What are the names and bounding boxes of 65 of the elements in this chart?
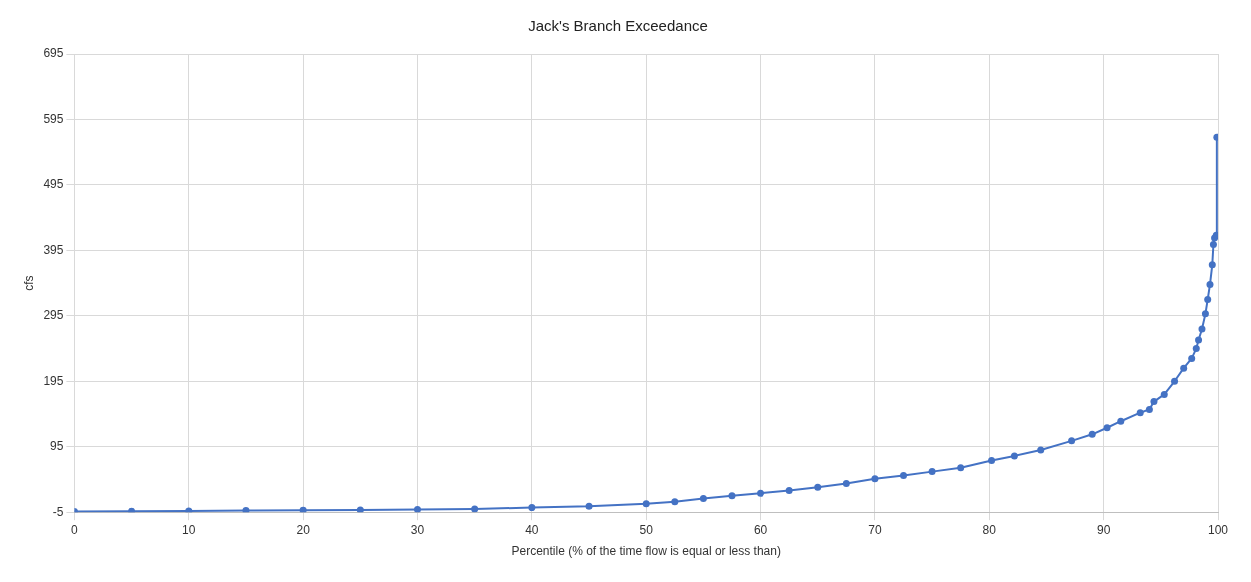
point (1209, 240, 1217, 248)
point (471, 505, 479, 513)
point (528, 504, 536, 512)
point (1208, 261, 1216, 269)
point (785, 487, 793, 495)
point (585, 502, 593, 510)
y-axis-title: cfs (21, 275, 36, 291)
x-tick-label: 70 (868, 522, 882, 537)
chart-title: Jack's Branch Exceedance (528, 17, 708, 35)
point (128, 507, 136, 513)
point (1171, 377, 1179, 385)
point (671, 498, 679, 506)
y-tick-label: -5 (52, 504, 64, 519)
y-tick-label: 195 (43, 373, 64, 388)
point (988, 456, 996, 464)
point (1068, 437, 1076, 445)
point (414, 506, 421, 513)
point (1180, 364, 1188, 372)
y-tick-label: 295 (43, 308, 64, 323)
point (1201, 310, 1209, 318)
point (757, 489, 765, 497)
point (242, 507, 250, 513)
point (299, 506, 307, 513)
point (871, 475, 879, 483)
y-tick-label: 595 (43, 111, 64, 126)
x-tick-label: 60 (753, 522, 768, 537)
x-tick-label: 40 (525, 522, 539, 537)
point (900, 472, 908, 480)
point (1198, 325, 1206, 333)
point (1192, 345, 1200, 353)
point (185, 507, 193, 513)
y-tick-label: 95 (50, 439, 64, 454)
x-tick-label: 0 (71, 522, 79, 537)
point (1150, 398, 1158, 406)
x-tick-label: 10 (182, 522, 196, 537)
x-tick-label: 100 (1207, 522, 1229, 537)
point (928, 468, 936, 476)
point (842, 479, 850, 487)
x-tick-label: 90 (1096, 522, 1111, 537)
y-tick-label: 695 (43, 46, 64, 61)
point (728, 492, 736, 500)
point (1206, 280, 1214, 288)
point (1088, 430, 1096, 438)
point (1037, 446, 1045, 454)
point (1136, 409, 1144, 417)
point (356, 506, 364, 513)
point (699, 494, 707, 502)
point (642, 500, 650, 508)
point (1145, 405, 1153, 413)
point (814, 483, 822, 491)
point (957, 464, 965, 472)
x-tick-label: 30 (410, 522, 425, 537)
x-tick-label: 50 (639, 522, 654, 537)
x-tick-label: 80 (982, 522, 997, 537)
x-tick-label: 20 (296, 522, 311, 537)
point (1010, 452, 1018, 460)
y-tick-label: 395 (43, 242, 64, 257)
point (1195, 336, 1203, 344)
x-axis-title: Percentile (% of the time flow is equal or less than) (511, 544, 781, 559)
point (1117, 417, 1125, 425)
point (1160, 390, 1168, 398)
y-tick-label: 495 (43, 177, 64, 192)
point (1103, 424, 1111, 432)
point (1188, 354, 1196, 362)
point (1204, 295, 1212, 303)
